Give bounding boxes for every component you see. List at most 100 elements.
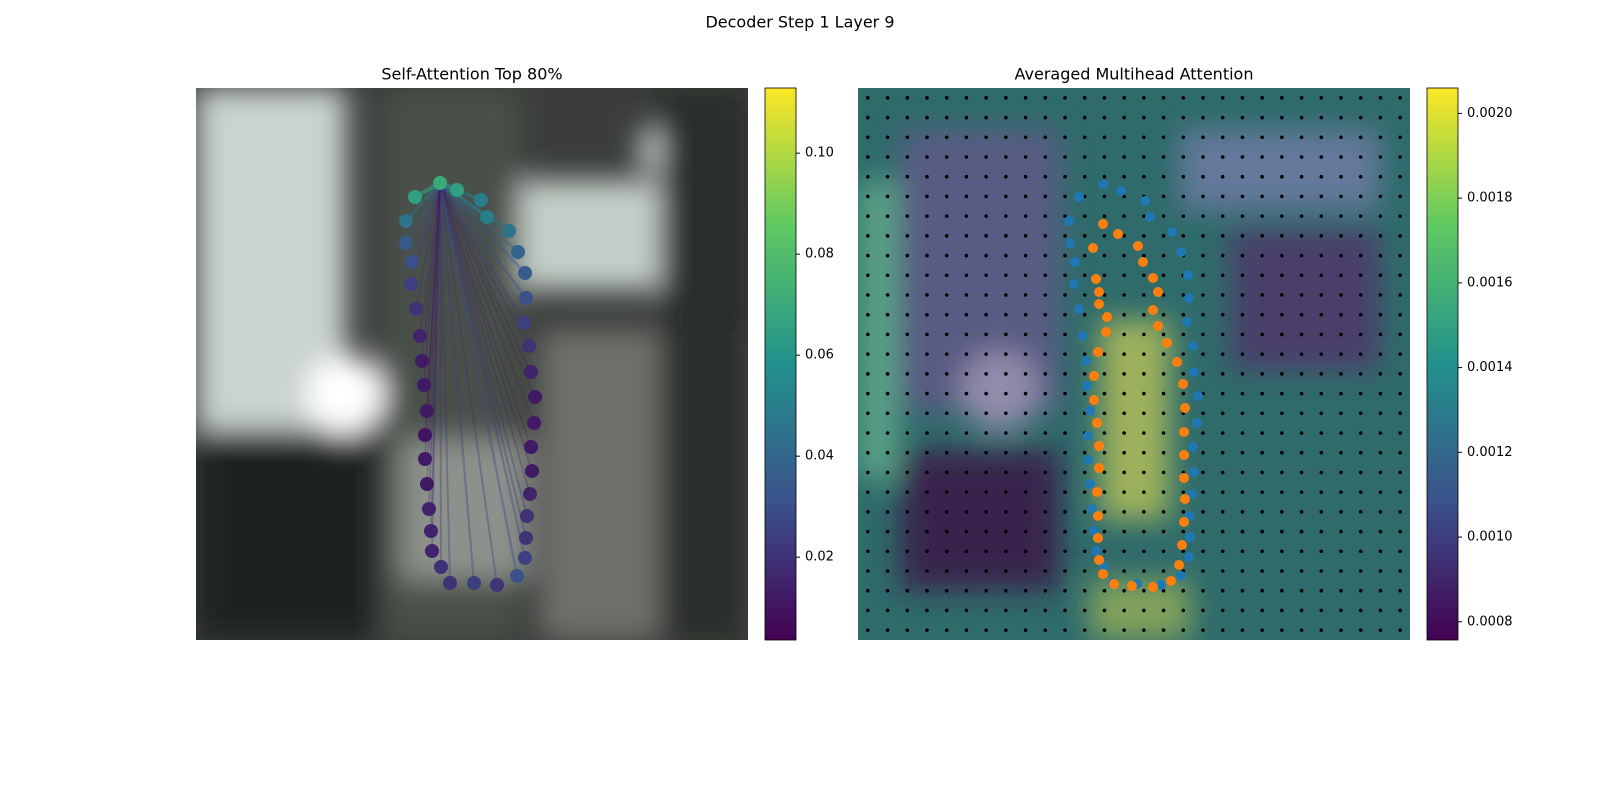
grid-dot <box>1339 96 1343 100</box>
grid-dot <box>1201 234 1205 238</box>
grid-dot <box>866 588 870 593</box>
grid-dot <box>1181 608 1186 613</box>
grid-dot <box>1161 372 1166 376</box>
attention-line <box>426 182 441 412</box>
grid-dot <box>1201 135 1205 140</box>
attention-line <box>439 182 531 495</box>
grid-dot <box>1280 332 1284 337</box>
contour-point <box>1109 579 1119 589</box>
contour-point <box>1102 312 1112 322</box>
grid-dot <box>1043 470 1048 475</box>
grid-dot <box>1161 470 1166 475</box>
grid-dot <box>866 529 870 534</box>
grid-dot <box>905 510 910 514</box>
grid-dot <box>1358 391 1363 396</box>
grid-dot <box>1102 411 1107 416</box>
grid-dot <box>1240 214 1245 218</box>
grid-dot <box>1260 549 1264 554</box>
grid-dot <box>1063 174 1067 179</box>
grid-dot <box>1122 608 1126 613</box>
grid-dot <box>885 569 890 573</box>
grid-dot <box>1082 490 1087 494</box>
grid-dot <box>1280 628 1284 632</box>
grid-dot <box>1004 352 1008 356</box>
contour-point <box>1093 533 1103 543</box>
grid-dot <box>866 332 870 337</box>
contour-point <box>415 354 429 368</box>
contour-point <box>480 210 494 224</box>
grid-dot <box>1260 234 1264 238</box>
grid-dot <box>1358 510 1363 514</box>
grid-dot <box>984 588 988 593</box>
grid-dot <box>1043 549 1048 554</box>
grid-dot <box>1004 450 1008 455</box>
grid-dot <box>944 115 949 120</box>
grid-dot <box>1319 569 1324 573</box>
grid-dot <box>1280 450 1284 455</box>
grid-dot <box>1082 372 1087 376</box>
grid-dot <box>1063 372 1067 376</box>
grid-dot <box>1319 332 1324 337</box>
contour-point <box>1078 331 1088 341</box>
grid-dot <box>1004 372 1008 376</box>
grid-dot <box>1398 214 1402 218</box>
grid-dot <box>1260 391 1264 396</box>
grid-dot <box>1201 96 1205 100</box>
grid-dot <box>1142 450 1146 455</box>
grid-dot <box>1023 431 1028 435</box>
grid-dot <box>925 135 929 140</box>
grid-dot <box>885 391 890 396</box>
grid-dot <box>1023 608 1028 613</box>
grid-dot <box>1004 569 1008 573</box>
grid-dot <box>1201 431 1205 435</box>
grid-dot <box>1063 588 1067 593</box>
grid-dot <box>1122 352 1126 356</box>
attention-line <box>438 181 489 219</box>
grid-dot <box>1260 194 1264 199</box>
grid-dot <box>905 253 910 258</box>
grid-dot <box>1319 135 1324 140</box>
grid-dot <box>1319 253 1324 258</box>
grid-dot <box>1319 391 1324 396</box>
grid-dot <box>1319 608 1324 613</box>
grid-dot <box>1004 234 1008 238</box>
grid-dot <box>944 214 949 218</box>
grid-dot <box>1240 608 1245 613</box>
grid-dot <box>1043 332 1048 337</box>
grid-dot <box>1358 155 1363 159</box>
grid-dot <box>1043 135 1048 140</box>
grid-dot <box>1220 332 1225 337</box>
grid-dot <box>1339 569 1343 573</box>
grid-dot <box>1358 312 1363 317</box>
attention-line <box>439 182 442 568</box>
grid-dot <box>1122 253 1126 258</box>
contour-point <box>1091 274 1101 284</box>
contour-point <box>1182 317 1192 327</box>
grid-dot <box>1142 411 1146 416</box>
contour-point <box>1153 287 1163 297</box>
grid-dot <box>1220 352 1225 356</box>
grid-dot <box>1063 628 1067 632</box>
grid-dot <box>1319 214 1324 218</box>
grid-dot <box>866 115 870 120</box>
grid-dot <box>1063 411 1067 416</box>
grid-dot <box>1220 391 1225 396</box>
grid-dot <box>1260 135 1264 140</box>
contour-point <box>409 302 423 316</box>
grid-dot <box>1181 372 1186 376</box>
grid-dot <box>944 549 949 554</box>
grid-dot <box>1339 529 1343 534</box>
grid-dot <box>1122 510 1126 514</box>
contour-point <box>1069 279 1079 289</box>
contour-point <box>1179 473 1189 483</box>
grid-dot <box>1004 194 1008 199</box>
contour-point <box>502 224 516 238</box>
grid-dot <box>1319 510 1324 514</box>
grid-dot <box>1398 174 1402 179</box>
contour-point <box>1098 219 1108 229</box>
grid-dot <box>1220 372 1225 376</box>
contour-point <box>424 524 438 538</box>
grid-dot <box>1201 628 1205 632</box>
grid-dot <box>925 431 929 435</box>
grid-dot <box>1339 391 1343 396</box>
